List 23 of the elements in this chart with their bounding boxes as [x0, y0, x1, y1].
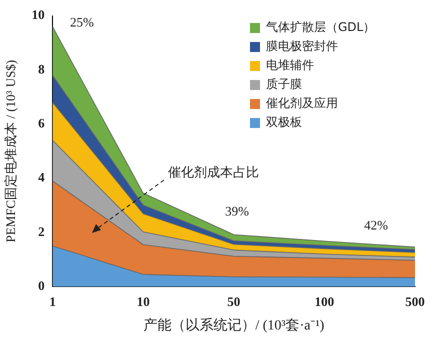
legend-label: 双极板 [266, 114, 302, 131]
annotation: 42% [364, 217, 388, 232]
legend-label: 质子膜 [266, 76, 302, 93]
y-tick-label: 10 [32, 7, 45, 22]
y-tick-label: 2 [38, 224, 45, 239]
y-tick-label: 8 [38, 61, 46, 76]
annotation: 催化剂成本占比 [168, 164, 259, 180]
legend-label: 催化剂及应用 [266, 95, 338, 112]
x-tick-label: 50 [227, 294, 240, 309]
legend-label: 膜电极密封件 [266, 38, 338, 55]
y-tick-label: 6 [38, 115, 46, 130]
y-tick-label: 0 [38, 278, 45, 293]
y-tick-label: 4 [38, 170, 46, 185]
x-axis-title: 产能（以系统记）/ (10³套·a⁻¹) [143, 317, 325, 334]
annotation: 39% [225, 203, 250, 218]
y-axis-title: PEMFC固定电堆成本 / (10³ US$) [3, 60, 18, 243]
legend-label: 气体扩散层（GDL） [266, 19, 376, 36]
x-tick-label: 500 [405, 294, 425, 309]
annotation: 25% [70, 14, 94, 30]
legend-label: 电堆辅件 [266, 57, 314, 74]
x-tick-label: 100 [314, 294, 334, 309]
x-tick-label: 10 [136, 294, 150, 309]
x-tick-label: 1 [49, 294, 56, 309]
